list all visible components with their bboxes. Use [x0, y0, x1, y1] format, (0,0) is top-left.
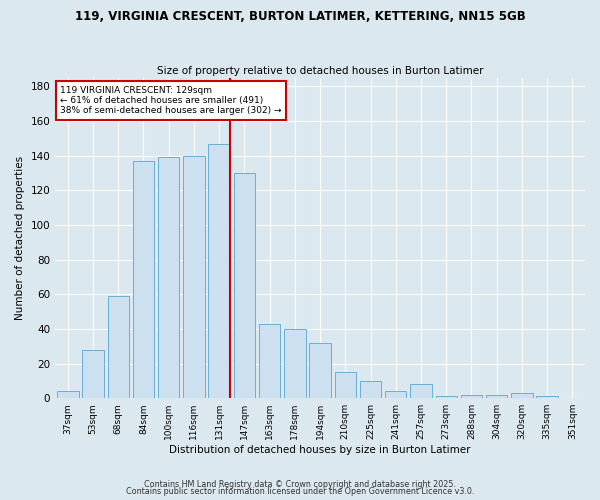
Bar [284, 329, 305, 398]
Text: Contains HM Land Registry data © Crown copyright and database right 2025.: Contains HM Land Registry data © Crown c… [144, 480, 456, 489]
Bar [208, 144, 230, 398]
Bar [335, 372, 356, 398]
Bar [310, 343, 331, 398]
Bar [82, 350, 104, 398]
Bar [536, 396, 558, 398]
Bar [107, 296, 129, 398]
Bar [461, 394, 482, 398]
Bar [183, 156, 205, 398]
Bar [410, 384, 432, 398]
Bar [233, 173, 255, 398]
X-axis label: Distribution of detached houses by size in Burton Latimer: Distribution of detached houses by size … [169, 445, 471, 455]
Text: 119 VIRGINIA CRESCENT: 129sqm
← 61% of detached houses are smaller (491)
38% of : 119 VIRGINIA CRESCENT: 129sqm ← 61% of d… [61, 86, 282, 116]
Bar [360, 381, 381, 398]
Bar [385, 392, 406, 398]
Title: Size of property relative to detached houses in Burton Latimer: Size of property relative to detached ho… [157, 66, 484, 76]
Bar [511, 393, 533, 398]
Text: 119, VIRGINIA CRESCENT, BURTON LATIMER, KETTERING, NN15 5GB: 119, VIRGINIA CRESCENT, BURTON LATIMER, … [74, 10, 526, 23]
Bar [259, 324, 280, 398]
Y-axis label: Number of detached properties: Number of detached properties [15, 156, 25, 320]
Bar [133, 161, 154, 398]
Bar [486, 394, 508, 398]
Bar [57, 392, 79, 398]
Text: Contains public sector information licensed under the Open Government Licence v3: Contains public sector information licen… [126, 487, 474, 496]
Bar [436, 396, 457, 398]
Bar [158, 158, 179, 398]
